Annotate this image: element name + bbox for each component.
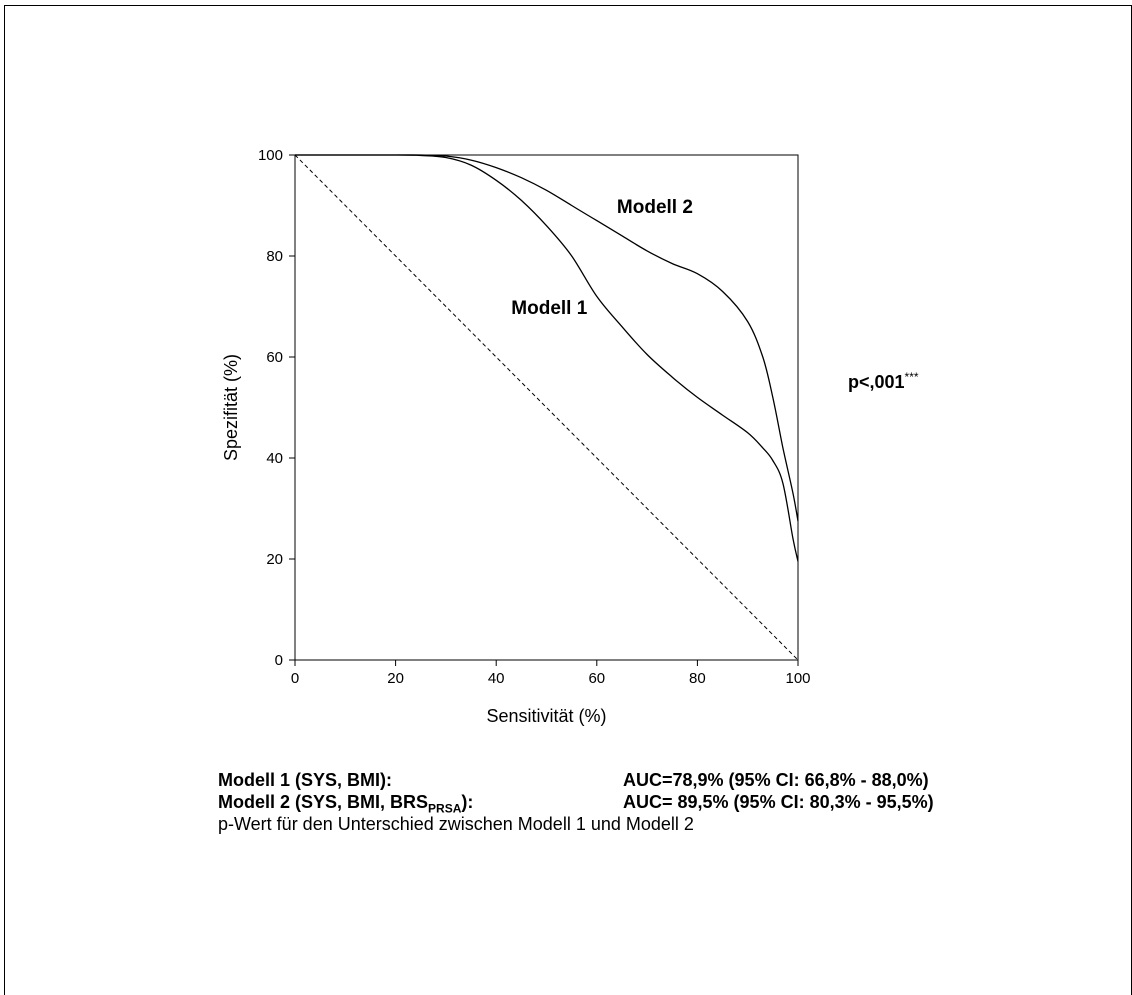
y-axis-label: Spezifität (%) <box>221 354 241 461</box>
x-tick-label: 0 <box>291 670 299 687</box>
ticks: 0 20 40 60 80 100 0 20 40 60 80 100 <box>258 147 811 687</box>
axes <box>294 154 799 661</box>
series <box>294 154 799 661</box>
legend-row-modell-1: Modell 1 (SYS, BMI): AUC=78,9% (95% CI: … <box>218 769 929 791</box>
plot-frame <box>294 154 799 661</box>
y-tick-label: 60 <box>266 349 283 366</box>
legend-block: Modell 1 (SYS, BMI): AUC=78,9% (95% CI: … <box>218 769 934 835</box>
significance-label: p<,001*** <box>848 370 919 393</box>
x-tick-label: 100 <box>785 670 810 687</box>
x-axis-label: Sensitivität (%) <box>486 706 606 726</box>
legend-auc-modell-2: AUC= 89,5% (95% CI: 80,3% - 95,5%) <box>623 792 934 812</box>
reference-diagonal-line <box>294 154 799 661</box>
y-tick-label: 0 <box>275 652 283 669</box>
series-line-modell-1 <box>295 154 799 562</box>
y-tick-label: 80 <box>266 248 283 265</box>
y-tick-label: 40 <box>266 450 283 467</box>
legend-note: p-Wert für den Unterschied zwischen Mode… <box>218 814 694 834</box>
x-tick-label: 40 <box>488 670 505 687</box>
legend-name-suffix: ): <box>461 792 474 812</box>
p-value-stars: *** <box>904 370 919 384</box>
p-value-text: p<,001 <box>848 372 905 392</box>
legend-name-modell-1: Modell 1 (SYS, BMI): <box>218 770 393 790</box>
y-tick-label: 100 <box>258 147 283 164</box>
legend-name-prefix: Modell 2 (SYS, BMI, BRS <box>218 792 429 812</box>
annotation-modell-2: Modell 2 <box>617 197 693 218</box>
legend-name-subscript: PRSA <box>428 801 462 816</box>
legend-auc-modell-1: AUC=78,9% (95% CI: 66,8% - 88,0%) <box>623 770 929 790</box>
legend-row-modell-2: Modell 2 (SYS, BMI, BRSPRSA): AUC= 89,5%… <box>218 791 934 816</box>
series-line-modell-2 <box>295 154 799 522</box>
annotation-modell-1: Modell 1 <box>511 298 587 319</box>
y-tick-label: 20 <box>266 551 283 568</box>
x-tick-label: 60 <box>588 670 605 687</box>
x-tick-label: 20 <box>387 670 404 687</box>
x-tick-label: 80 <box>689 670 706 687</box>
legend-name-modell-2: Modell 2 (SYS, BMI, BRSPRSA): <box>218 791 473 820</box>
